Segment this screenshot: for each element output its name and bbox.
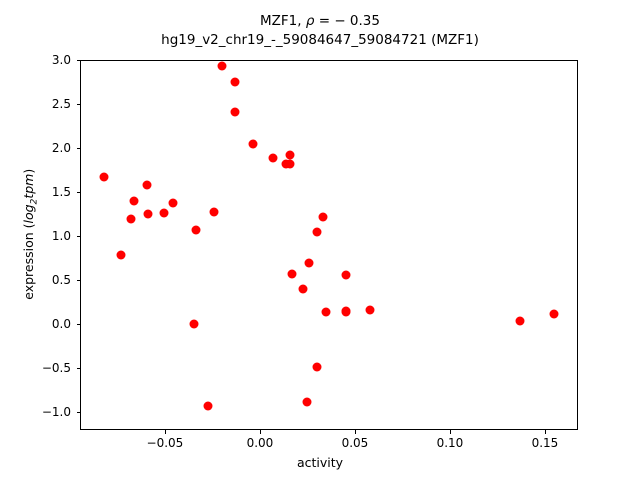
y-axis-label-tpm: tpm — [20, 173, 36, 199]
data-point — [129, 196, 139, 206]
data-point — [312, 227, 322, 237]
data-point — [321, 307, 331, 317]
y-tick-label: 1.5 — [51, 185, 71, 199]
chart-title: MZF1, ρ = − 0.35 hg19_v2_chr19_-_5908464… — [0, 12, 640, 50]
data-point — [126, 214, 136, 224]
y-tick-label: −0.5 — [41, 361, 71, 375]
data-point — [549, 309, 559, 319]
y-tick-label: 2.5 — [51, 97, 71, 111]
data-point — [168, 198, 178, 208]
title-line-1: MZF1, ρ = − 0.35 — [0, 12, 640, 31]
data-point — [217, 61, 227, 71]
data-point — [116, 250, 126, 260]
data-point — [142, 180, 152, 190]
y-axis-label-suffix: ) — [20, 168, 36, 174]
data-point — [143, 209, 153, 219]
data-point — [189, 319, 199, 329]
y-tick-mark — [76, 412, 80, 414]
plot-axes-frame — [80, 60, 578, 430]
y-tick-mark — [76, 324, 80, 326]
x-axis-label: activity — [296, 455, 344, 470]
data-point — [191, 225, 201, 235]
y-tick-mark — [76, 368, 80, 370]
x-tick-mark — [259, 430, 262, 434]
data-point — [203, 401, 213, 411]
x-tick-mark — [449, 430, 452, 434]
data-point — [209, 207, 219, 217]
y-tick-mark — [76, 148, 80, 150]
data-point — [304, 258, 314, 268]
data-point — [248, 139, 258, 149]
data-point — [298, 284, 308, 294]
data-point — [515, 316, 525, 326]
data-point — [365, 305, 375, 315]
x-tick-label: 0.05 — [341, 436, 369, 450]
x-tick-mark — [164, 430, 167, 434]
data-point — [99, 172, 109, 182]
data-point — [312, 362, 322, 372]
y-axis-label-log: log — [20, 204, 36, 224]
y-tick-mark — [76, 60, 80, 62]
data-point — [285, 150, 295, 160]
x-tick-label: 0.10 — [436, 436, 464, 450]
y-tick-label: 2.0 — [51, 141, 71, 155]
y-tick-mark — [76, 104, 80, 106]
data-point — [285, 159, 295, 169]
y-tick-mark — [76, 280, 80, 282]
y-tick-label: 3.0 — [51, 53, 71, 67]
data-point — [268, 153, 278, 163]
title-gene-name: MZF1, — [260, 13, 302, 29]
x-tick-label: −0.05 — [146, 436, 184, 450]
x-tick-mark — [354, 430, 357, 434]
data-point — [318, 212, 328, 222]
data-point — [230, 107, 240, 117]
rho-value: = − 0.35 — [318, 13, 380, 29]
y-axis-label-log-base: 2 — [29, 198, 40, 205]
x-tick-label: 0.15 — [531, 436, 559, 450]
data-point — [159, 208, 169, 218]
data-point — [302, 397, 312, 407]
title-line-2-locus: hg19_v2_chr19_-_59084647_59084721 (MZF1) — [161, 32, 479, 48]
y-tick-mark — [76, 192, 80, 194]
y-axis-label: expression (log2tpm) — [21, 44, 40, 424]
y-tick-mark — [76, 236, 80, 238]
x-tick-mark — [544, 430, 547, 434]
x-tick-label: 0.00 — [246, 436, 274, 450]
data-point — [341, 270, 351, 280]
rho-symbol: ρ — [305, 13, 315, 29]
y-tick-label: −1.0 — [41, 405, 71, 419]
data-point — [341, 306, 351, 316]
y-tick-label: 0.5 — [51, 273, 71, 287]
data-point-layer — [81, 61, 577, 429]
y-tick-label: 0.0 — [51, 317, 71, 331]
y-axis-label-prefix: expression ( — [20, 223, 36, 300]
y-tick-label: 1.0 — [51, 229, 71, 243]
data-point — [230, 77, 240, 87]
data-point — [287, 269, 297, 279]
